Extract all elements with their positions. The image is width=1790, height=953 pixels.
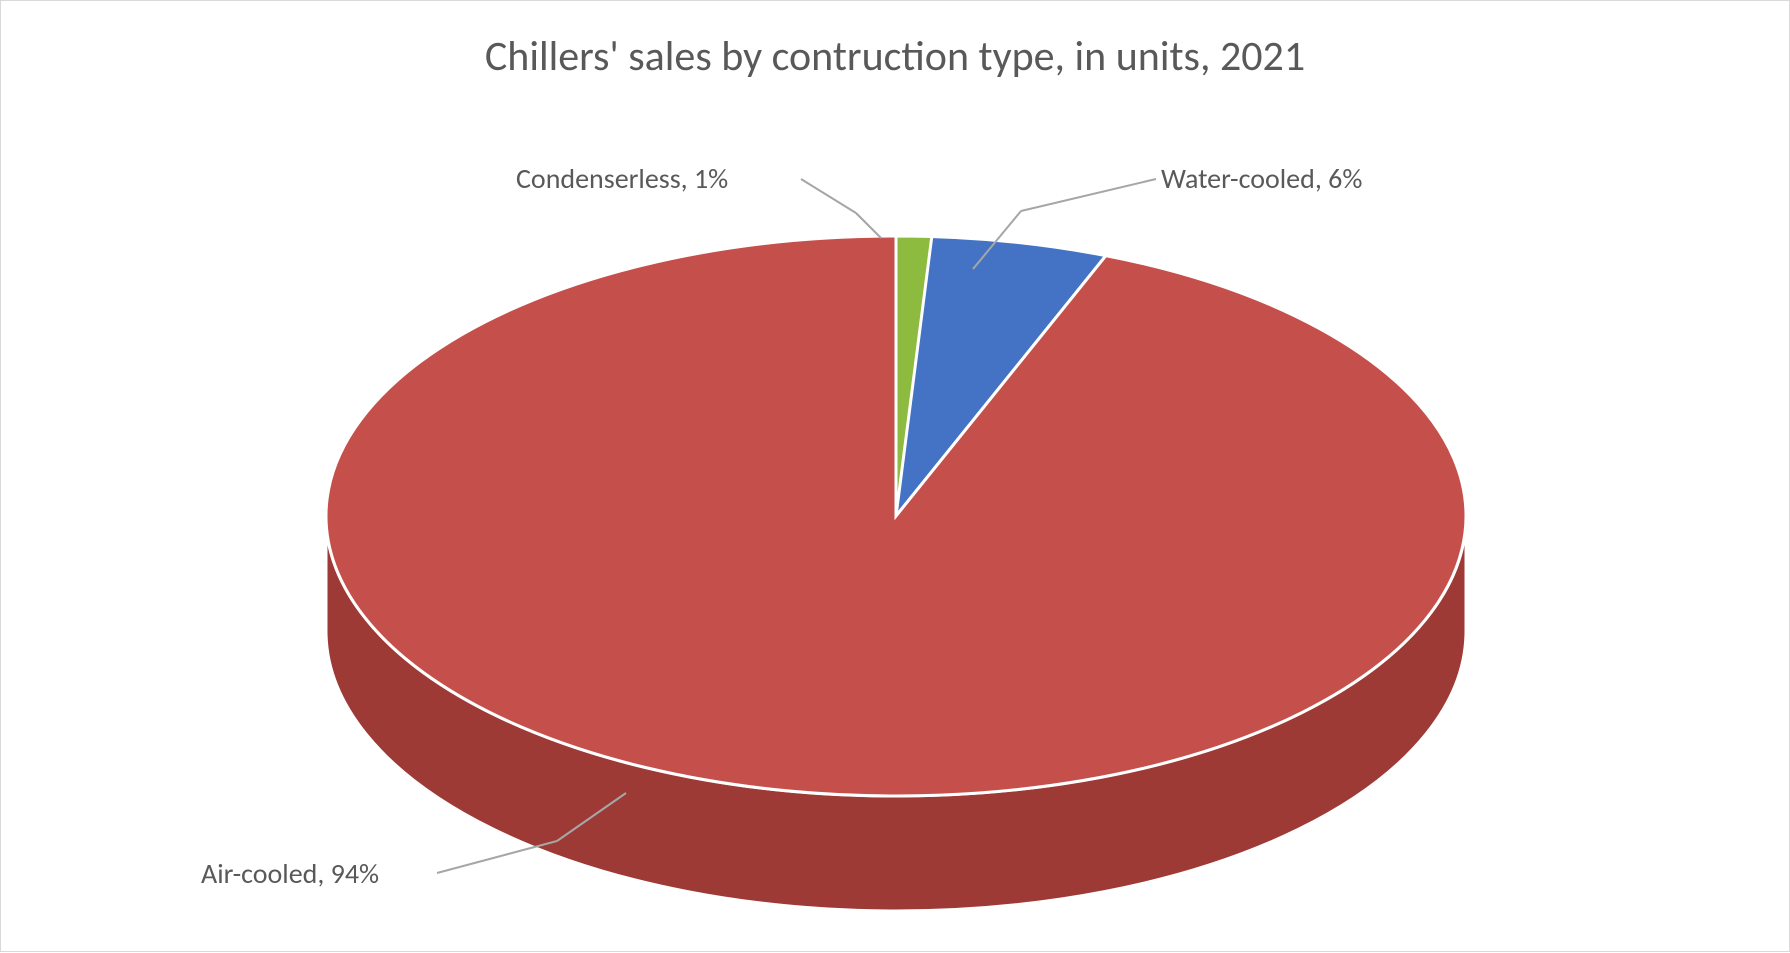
label-water-cooled: Water-cooled, 6%: [1161, 161, 1362, 196]
pie-3d-canvas: [1, 1, 1790, 953]
chart-frame: Chillers' sales by contruction type, in …: [0, 0, 1790, 952]
label-condenserless: Condenserless, 1%: [516, 161, 728, 196]
label-air-cooled: Air-cooled, 94%: [201, 856, 379, 891]
